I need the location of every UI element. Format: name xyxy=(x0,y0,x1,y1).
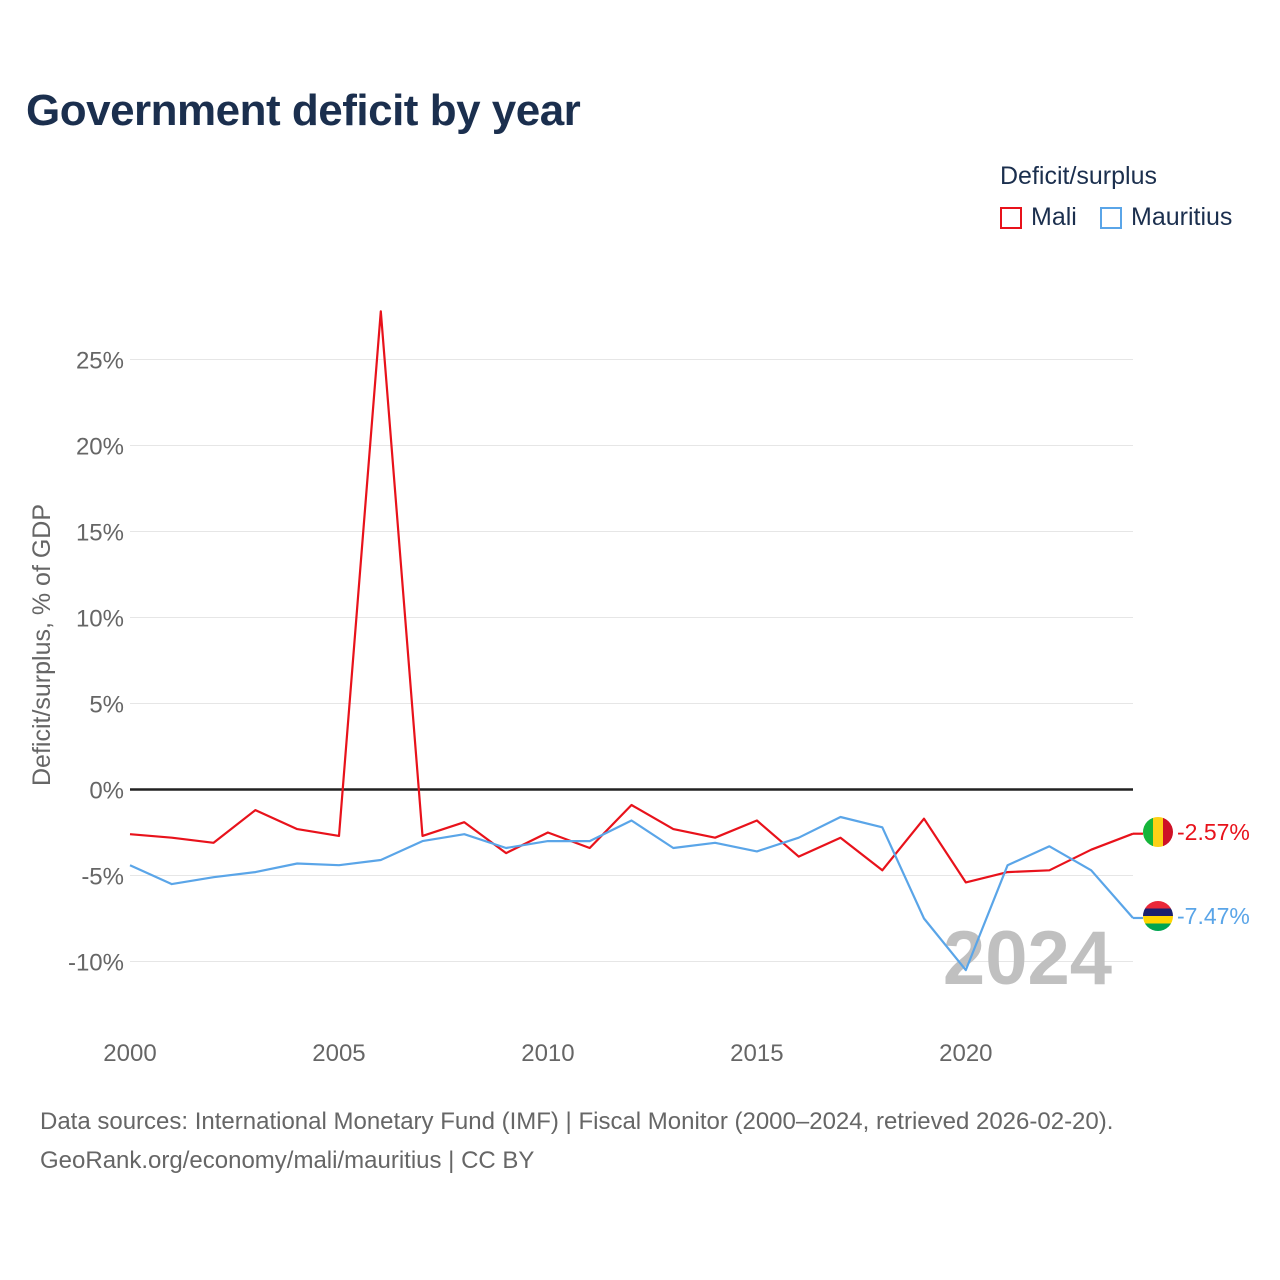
y-tick-label: 25% xyxy=(76,348,124,375)
y-axis-title: Deficit/surplus, % of GDP xyxy=(28,504,56,786)
y-tick-label: -10% xyxy=(68,950,124,977)
y-tick-label: 5% xyxy=(89,692,124,719)
legend-title: Deficit/surplus xyxy=(1000,162,1157,190)
year-watermark: 2024 xyxy=(943,916,1112,1001)
end-value-label-mauritius: -7.47% xyxy=(1177,903,1250,929)
end-value-label-mali: -2.57% xyxy=(1177,819,1250,845)
series-line-mali[interactable] xyxy=(129,310,1134,884)
data-source-note: Data sources: International Monetary Fun… xyxy=(40,1108,1114,1135)
mali-flag-icon xyxy=(1143,817,1173,847)
legend-swatch-mauritius xyxy=(1100,207,1122,229)
x-tick-label: 2000 xyxy=(103,1040,156,1067)
series-line-mauritius[interactable] xyxy=(129,815,1134,972)
mauritius-flag-icon xyxy=(1143,901,1173,931)
y-tick-label: 0% xyxy=(89,778,124,805)
y-tick-label: 15% xyxy=(76,520,124,547)
x-tick-label: 2020 xyxy=(939,1040,992,1067)
y-tick-label: 10% xyxy=(76,606,124,633)
y-tick-label: 20% xyxy=(76,434,124,461)
y-tick-label: -5% xyxy=(81,864,124,891)
legend-label-mauritius: Mauritius xyxy=(1131,203,1233,231)
legend-label-mali: Mali xyxy=(1031,203,1077,231)
x-tick-label: 2010 xyxy=(521,1040,574,1067)
legend-swatch-mali xyxy=(1000,207,1022,229)
chart-title: Government deficit by year xyxy=(26,86,581,135)
x-tick-label: 2015 xyxy=(730,1040,783,1067)
line-chart: -10% -5% 0% 5% 10% 15% 20% 25% 2000 2005 2010 2015 2… xyxy=(28,310,1250,1067)
x-tick-label: 2005 xyxy=(312,1040,365,1067)
credit-link[interactable]: GeoRank.org/economy/mali/mauritius | CC … xyxy=(40,1147,535,1174)
